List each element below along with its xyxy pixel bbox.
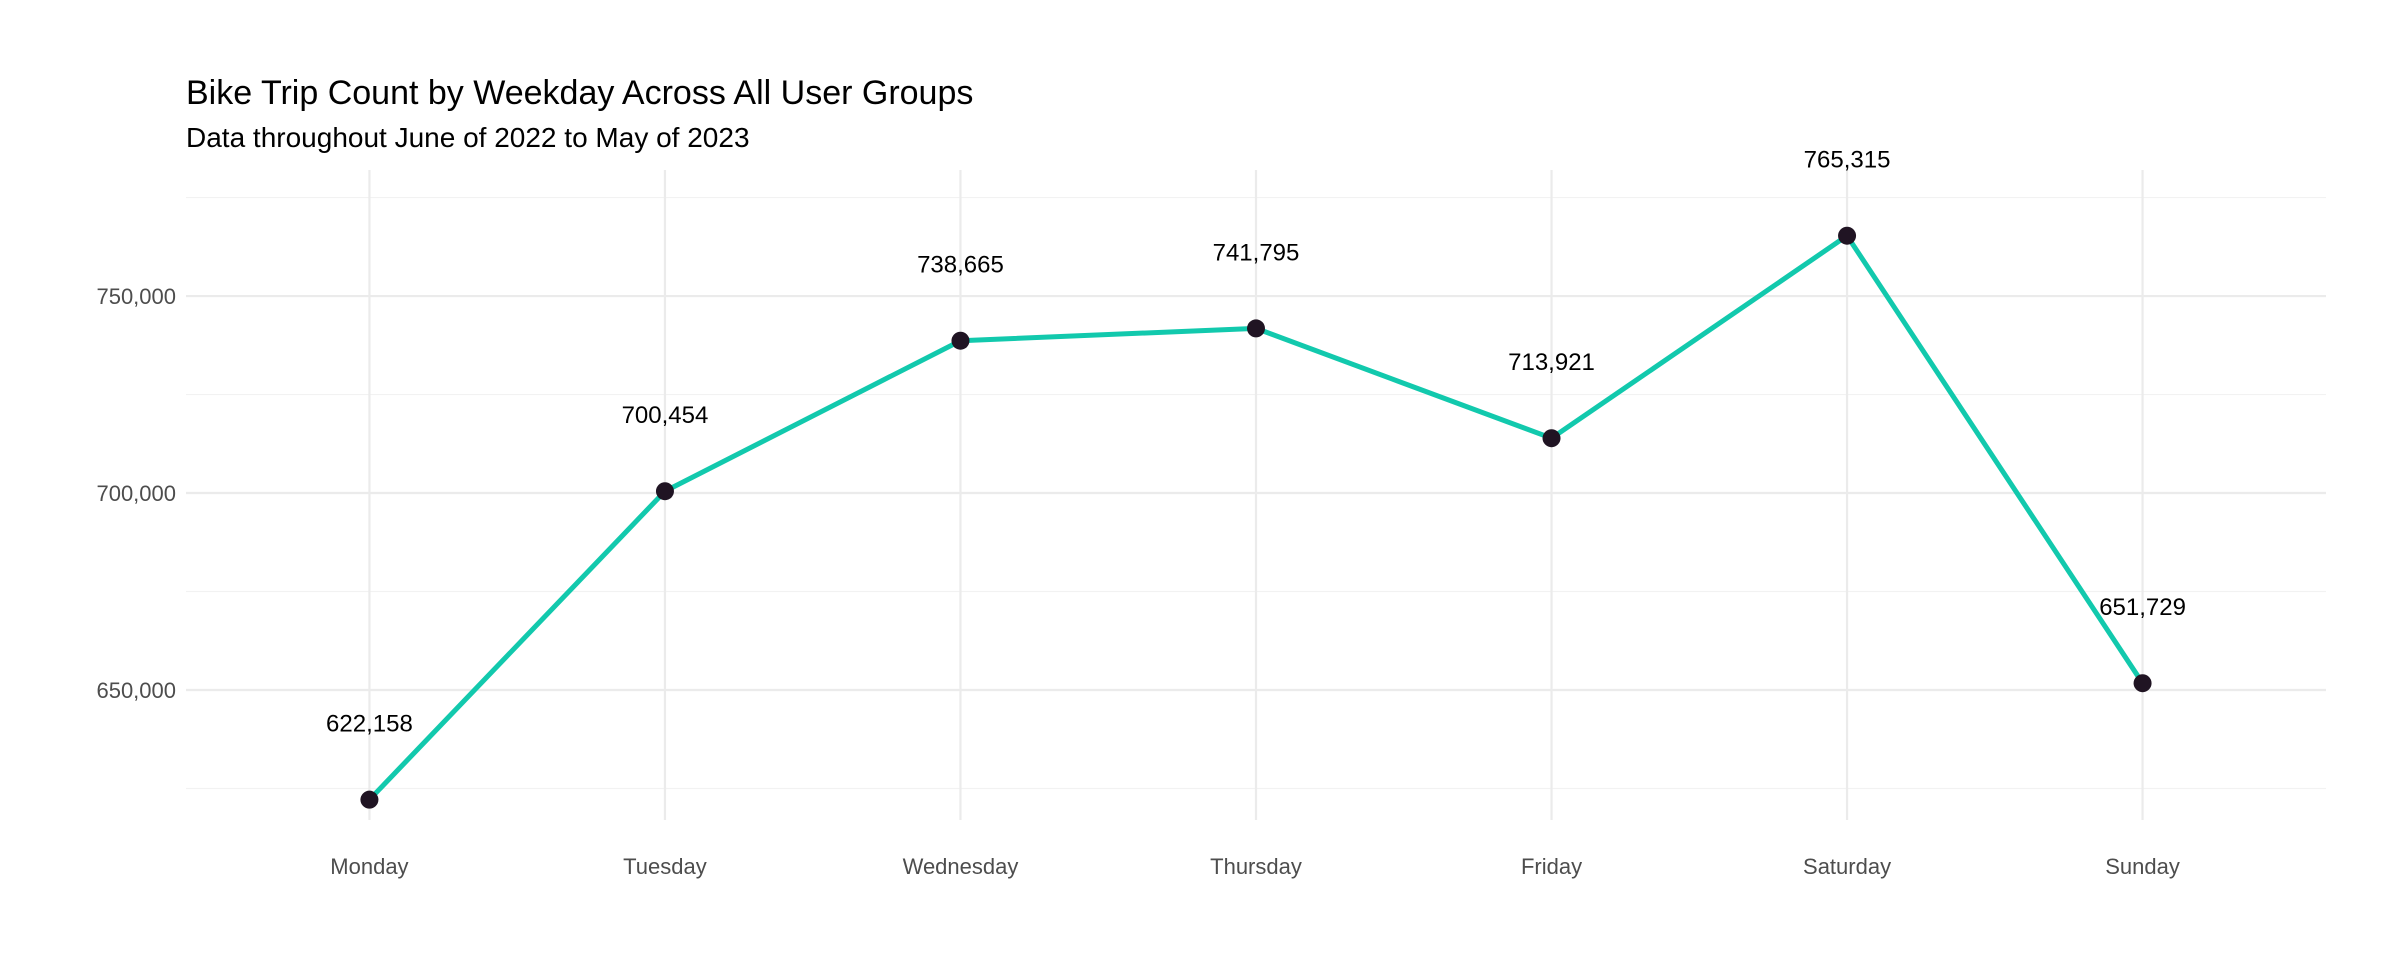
data-label: 651,729 xyxy=(2099,594,2186,621)
data-labels: 622,158 700,454 738,665 741,795 713,921 765,3… xyxy=(326,147,2186,738)
data-point xyxy=(1247,319,1265,338)
x-tick-label: Wednesday xyxy=(903,854,1019,879)
data-point xyxy=(951,331,970,350)
y-tick-label: 650,000 xyxy=(96,678,176,703)
x-tick-label: Tuesday xyxy=(623,854,707,879)
x-tick-label: Saturday xyxy=(1803,854,1891,879)
data-point xyxy=(1542,429,1561,448)
x-tick-label: Friday xyxy=(1521,854,1582,879)
y-tick-label: 700,000 xyxy=(96,481,176,506)
x-tick-label: Sunday xyxy=(2105,854,2180,879)
data-label: 765,315 xyxy=(1804,147,1891,174)
grid xyxy=(186,170,2326,820)
data-points xyxy=(360,226,2152,809)
y-axis-ticks: 650,000 700,000 750,000 xyxy=(96,284,176,703)
chart-title: Bike Trip Count by Weekday Across All Us… xyxy=(186,74,974,112)
data-label: 713,921 xyxy=(1508,349,1595,376)
data-label: 738,665 xyxy=(917,252,1004,279)
data-label: 622,158 xyxy=(326,711,413,738)
data-point xyxy=(1838,226,1857,245)
y-tick-label: 750,000 xyxy=(96,284,176,309)
data-point xyxy=(360,790,379,809)
chart-subtitle: Data throughout June of 2022 to May of 2… xyxy=(186,122,750,153)
data-label: 700,454 xyxy=(622,402,709,429)
x-tick-label: Monday xyxy=(330,854,408,879)
data-label: 741,795 xyxy=(1213,239,1300,266)
data-point xyxy=(2133,674,2152,693)
x-tick-label: Thursday xyxy=(1210,854,1302,879)
x-axis-ticks: Monday Tuesday Wednesday Thursday Friday Satu… xyxy=(330,854,2180,879)
data-point xyxy=(655,482,674,501)
